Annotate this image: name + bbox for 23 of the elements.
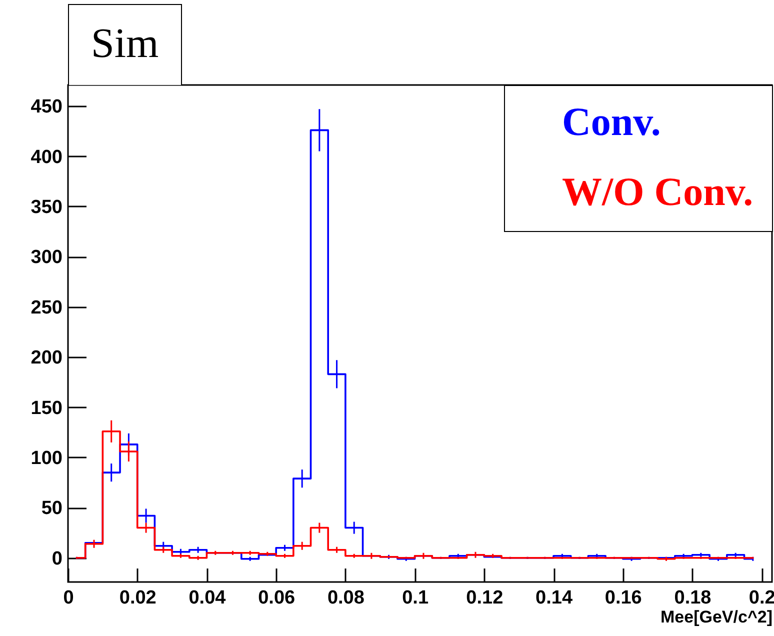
y-tick-label: 200 <box>30 348 62 369</box>
text: Conv. <box>562 99 661 144</box>
x-tick-label: 0.06 <box>258 588 296 608</box>
y-tick-label: 300 <box>30 247 62 268</box>
y-tick-label: 100 <box>30 448 62 469</box>
x-tick-label: 0.02 <box>119 588 156 608</box>
y-tick-label: 150 <box>30 398 62 419</box>
x-tick-label: 0.1 <box>402 588 429 608</box>
x-tick-label: 0.08 <box>327 588 364 608</box>
y-tick-label: 50 <box>41 498 62 520</box>
x-tick-label: 0.18 <box>674 588 712 608</box>
x-tick-label: 0.04 <box>188 588 226 608</box>
y-tick-label: 350 <box>30 196 62 218</box>
y-tick-label: 450 <box>30 96 62 118</box>
x-tick-label: 0.16 <box>604 588 642 608</box>
x-tick-label: 0.12 <box>466 588 504 608</box>
y-tick-label: 400 <box>30 146 62 168</box>
y-tick-label: 0 <box>52 548 62 570</box>
x-axis-title: Mee[GeV/c^2] <box>660 608 772 626</box>
y-tick-label: 250 <box>30 297 62 318</box>
text: W/O Conv. <box>562 169 754 214</box>
chart-title: Sim <box>68 4 182 85</box>
x-tick-label: 0.14 <box>536 588 573 608</box>
